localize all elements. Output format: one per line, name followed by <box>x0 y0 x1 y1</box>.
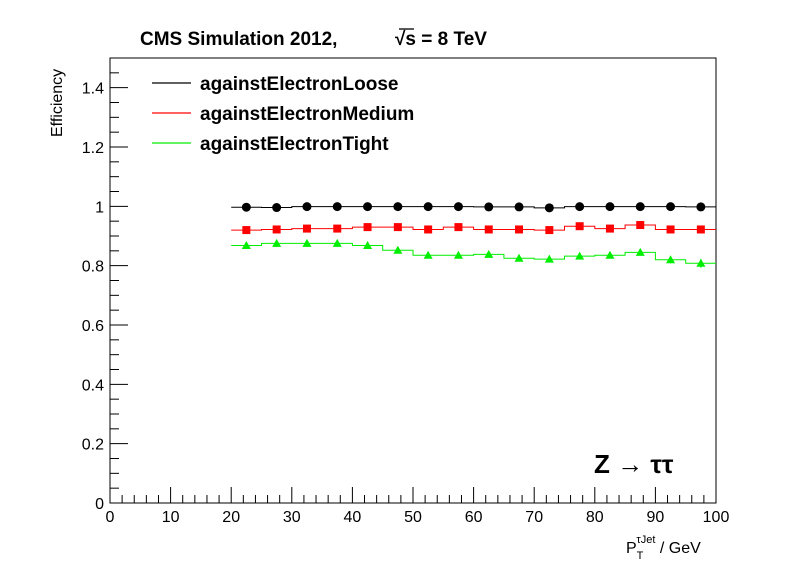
y-tick-label: 0.4 <box>82 377 104 394</box>
process-annotation: Z → ττ <box>594 449 674 479</box>
data-point <box>514 202 524 212</box>
data-point <box>332 238 342 247</box>
x-tick-label: 60 <box>465 509 483 526</box>
data-point <box>575 222 584 231</box>
data-point <box>484 202 494 212</box>
data-point <box>332 202 342 212</box>
data-point <box>363 223 372 232</box>
y-tick-label: 0 <box>95 496 104 513</box>
x-tick-label: 70 <box>525 509 543 526</box>
data-point <box>242 226 251 235</box>
data-point <box>696 202 706 212</box>
data-point <box>393 245 403 254</box>
data-point <box>241 240 251 249</box>
y-axis-label: Efficiency <box>49 69 66 137</box>
x-tick-label: 50 <box>404 509 422 526</box>
data-point <box>635 247 645 256</box>
y-tick-label: 0.6 <box>82 318 104 335</box>
data-point <box>272 225 281 234</box>
data-point <box>666 255 676 264</box>
series-againstElectronMedium <box>231 221 716 235</box>
x-axis-label-sub: T <box>637 550 644 562</box>
x-axis-label: PTτJet / GeV <box>626 534 701 562</box>
x-tick-label: 30 <box>283 509 301 526</box>
data-point <box>484 249 494 258</box>
data-point <box>241 202 251 212</box>
data-point <box>272 238 282 247</box>
data-point <box>696 258 706 267</box>
legend-label-againstElectronTight: againstElectronTight <box>200 134 389 155</box>
chart-title: CMS Simulation 2012, <box>140 29 337 50</box>
x-tick-label: 10 <box>162 509 180 526</box>
data-point <box>424 225 433 234</box>
legend-label-againstElectronLoose: againstElectronLoose <box>200 74 399 95</box>
data-point <box>605 224 614 233</box>
data-point <box>515 225 524 234</box>
data-point <box>453 202 463 212</box>
x-tick-label: 20 <box>222 509 240 526</box>
data-point <box>545 226 554 235</box>
data-point <box>393 202 403 212</box>
x-axis-label-main: P <box>626 540 637 557</box>
data-point <box>423 202 433 212</box>
y-tick-label: 0.2 <box>82 437 104 454</box>
data-point <box>605 250 615 259</box>
data-point <box>484 225 493 234</box>
data-point <box>272 203 282 213</box>
data-point <box>696 225 705 234</box>
data-series <box>231 202 716 268</box>
series-againstElectronLoose <box>231 202 716 213</box>
data-point <box>605 202 615 212</box>
series-line-againstElectronLoose <box>231 206 716 209</box>
series-line-againstElectronTight <box>231 242 716 264</box>
y-tick-label: 1.2 <box>82 140 104 157</box>
x-tick-label: 0 <box>106 509 115 526</box>
data-point <box>575 251 585 260</box>
x-axis-label-unit: / GeV <box>655 540 701 557</box>
data-point <box>544 254 554 263</box>
data-point <box>454 223 463 232</box>
data-point <box>302 202 312 212</box>
series-againstElectronTight <box>231 238 716 268</box>
data-point <box>333 224 342 233</box>
data-point <box>363 202 373 212</box>
data-point <box>514 253 524 262</box>
data-point <box>453 250 463 259</box>
data-point <box>393 223 402 232</box>
data-point <box>575 202 585 212</box>
data-point <box>666 202 676 212</box>
legend: againstElectronLoose againstElectronMediu… <box>152 74 414 155</box>
data-point <box>544 203 554 213</box>
data-point <box>636 221 645 230</box>
x-tick-label: 80 <box>586 509 604 526</box>
data-point <box>363 240 373 249</box>
chart-title-energy: √s = 8 TeV <box>395 29 487 50</box>
y-tick-label: 0.8 <box>82 259 104 276</box>
y-tick-label: 1 <box>95 199 104 216</box>
x-tick-label: 100 <box>703 509 730 526</box>
y-tick-label: 1.4 <box>82 81 104 98</box>
data-point <box>302 224 311 233</box>
data-point <box>302 238 312 247</box>
axes: 0 10 20 30 40 50 60 70 80 90 100 0 0.2 0.4 0.6 0.8 1 1.2 1… <box>82 57 730 526</box>
data-point <box>666 225 675 234</box>
legend-label-againstElectronMedium: againstElectronMedium <box>200 104 414 125</box>
x-tick-label: 90 <box>647 509 665 526</box>
data-point <box>635 202 645 212</box>
x-axis-label-sup: τJet <box>636 534 655 546</box>
data-point <box>423 250 433 259</box>
x-tick-label: 40 <box>344 509 362 526</box>
